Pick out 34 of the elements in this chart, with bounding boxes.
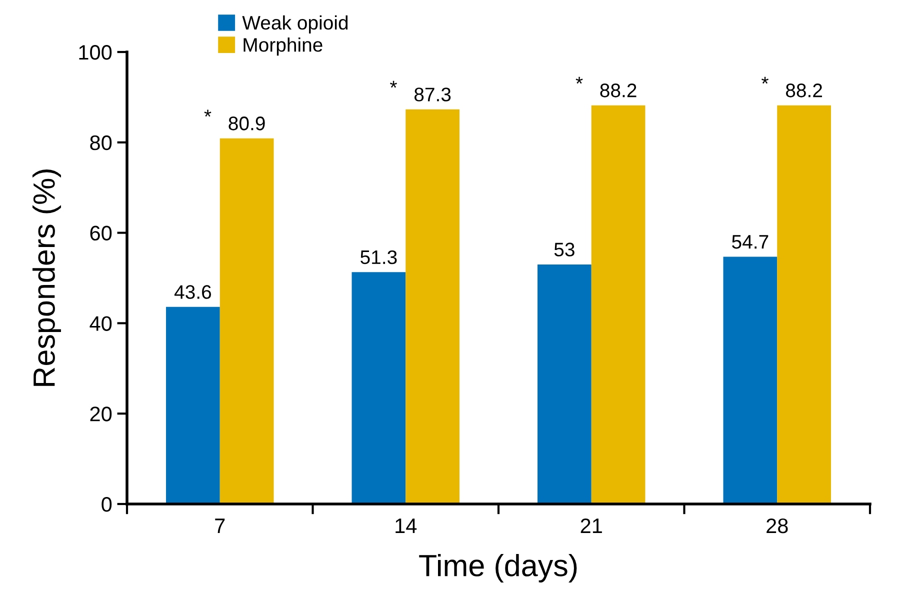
y-axis-title: Responders (%)	[32, 170, 61, 386]
y-tick-label: 0	[102, 497, 112, 512]
x-axis-title: Time (days)	[419, 554, 577, 582]
data-label: 87.3	[414, 88, 451, 102]
annotation: *	[390, 80, 397, 88]
bar	[406, 109, 460, 504]
bar	[538, 264, 592, 504]
data-label: 53	[554, 242, 574, 256]
bar	[723, 256, 778, 504]
x-tick-label: 7	[215, 518, 225, 533]
y-tick-label: 20	[90, 406, 112, 422]
x-tick-label: 14	[396, 518, 417, 533]
y-tick-label: 40	[90, 316, 112, 331]
annotation: *	[576, 76, 583, 84]
y-tick-label: 100	[79, 45, 112, 60]
data-label: 88.2	[786, 84, 822, 98]
legend-label: Weak opioid	[242, 15, 348, 34]
data-label: 43.6	[174, 285, 212, 299]
annotation: *	[762, 76, 768, 84]
bar	[166, 306, 220, 504]
bar	[777, 105, 831, 504]
y-tick-label: 80	[90, 135, 112, 150]
y-tick-label: 60	[90, 226, 112, 241]
data-label: 88.2	[600, 84, 636, 98]
x-tick-label: 28	[766, 518, 788, 534]
annotation: *	[204, 110, 212, 117]
bar	[352, 272, 406, 504]
bar	[220, 138, 274, 504]
data-label: 51.3	[360, 250, 397, 264]
data-label: 80.9	[228, 116, 265, 130]
legend-label: Morphine	[244, 37, 322, 56]
data-label: 54.7	[732, 235, 768, 249]
x-tick-label: 21	[580, 518, 602, 533]
bar	[591, 105, 646, 504]
